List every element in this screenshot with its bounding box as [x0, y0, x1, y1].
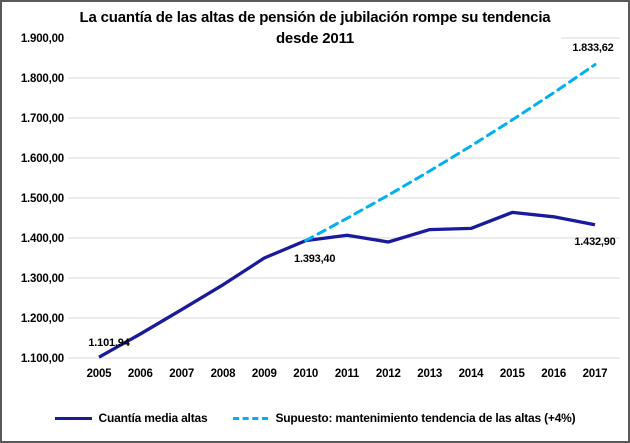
y-tick-label: 1.700,00 [21, 113, 64, 125]
data-label: 1.432,90 [574, 235, 616, 248]
x-axis-label: 2016 [541, 368, 566, 380]
series-line-solid [98, 210, 596, 359]
legend-item-cuantia-media: Cuantía media altas [54, 411, 208, 425]
x-axis-label: 2011 [335, 368, 360, 380]
x-axis-label: 2006 [128, 368, 153, 380]
x-axis-label: 2009 [252, 368, 277, 380]
x-axis-label: 2013 [417, 368, 442, 380]
series-line-dashed [304, 63, 597, 243]
x-axis-label: 2008 [211, 368, 237, 380]
dashed-line-swatch-icon [233, 416, 269, 420]
y-tick-label: 1.300,00 [21, 273, 64, 285]
x-axis-label: 2012 [376, 368, 401, 380]
data-label: 1.101,94 [88, 337, 130, 350]
data-label: 1.393,40 [294, 252, 336, 265]
legend-item-supuesto: Supuesto: mantenimiento tendencia de las… [233, 411, 576, 425]
data-label: 1.833,62 [572, 41, 614, 54]
y-tick-label: 1.500,00 [21, 193, 64, 205]
legend-label: Supuesto: mantenimiento tendencia de las… [275, 411, 576, 425]
chart-title: La cuantía de las altas de pensión de ju… [69, 7, 561, 49]
y-tick-label: 1.400,00 [21, 233, 64, 245]
x-axis-label: 2010 [293, 368, 318, 380]
legend: Cuantía media altas Supuesto: mantenimie… [2, 411, 628, 425]
y-tick-label: 1.100,00 [21, 353, 64, 365]
y-tick-label: 1.900,00 [21, 33, 64, 45]
x-axis-label: 2017 [583, 368, 608, 380]
y-tick-label: 1.600,00 [21, 153, 64, 165]
x-axis-label: 2014 [459, 368, 485, 380]
x-axis-label: 2015 [500, 368, 526, 380]
solid-line-swatch-icon [54, 416, 92, 420]
legend-label: Cuantía media altas [98, 411, 208, 425]
x-axis-label: 2005 [87, 368, 113, 380]
y-tick-label: 1.800,00 [21, 73, 64, 85]
y-tick-label: 1.200,00 [21, 313, 64, 325]
x-axis-label: 2007 [169, 368, 194, 380]
